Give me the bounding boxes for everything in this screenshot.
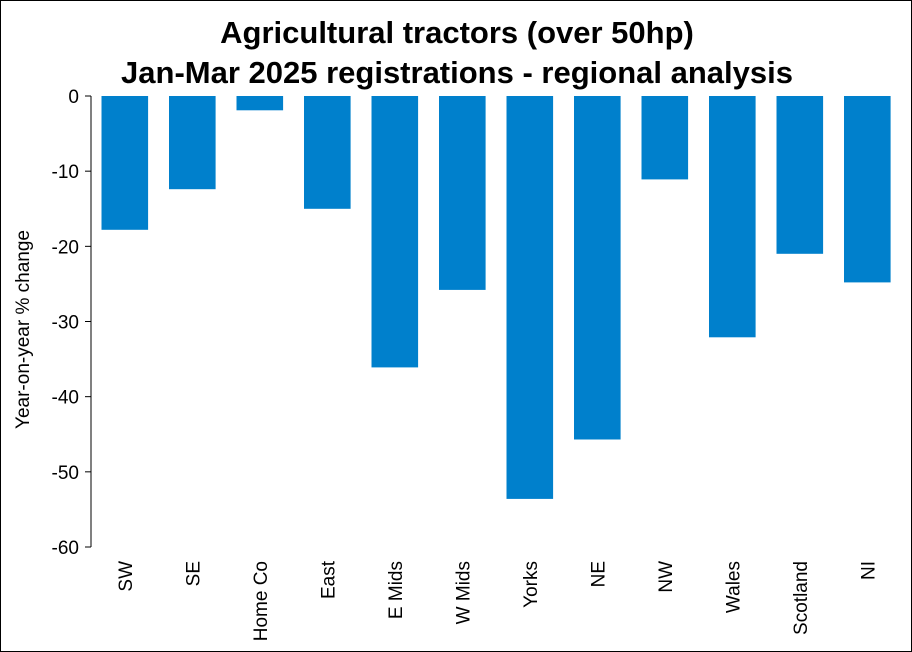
y-tick-label: -50 — [52, 463, 79, 484]
y-tick-label: -10 — [52, 162, 79, 183]
y-tick-label: -60 — [52, 538, 79, 559]
y-tick-label: -30 — [52, 313, 79, 334]
chart-title: Agricultural tractors (over 50hp) Jan-Ma… — [41, 13, 873, 93]
bar-se — [169, 96, 216, 190]
bar-home-co — [236, 96, 284, 111]
bar-scotland — [776, 96, 824, 254]
y-axis-title: Year-on-year % change — [13, 230, 34, 429]
category-label: East — [318, 560, 339, 599]
bar-sw — [101, 96, 149, 230]
bar-yorks — [506, 96, 554, 499]
category-label: W Mids — [453, 561, 474, 624]
y-tick-label: -20 — [52, 237, 79, 258]
chart-title-line-2: Jan-Mar 2025 registrations - regional an… — [121, 55, 793, 90]
category-label: Wales — [723, 561, 744, 613]
chart-title-line-1: Agricultural tractors (over 50hp) — [220, 15, 694, 50]
bar-e-mids — [371, 96, 419, 368]
y-tick-label: 0 — [68, 87, 79, 108]
bar-ni — [844, 96, 891, 283]
bar-east — [304, 96, 351, 209]
category-label: NW — [656, 561, 677, 593]
bar-wales — [709, 96, 756, 338]
category-label: NI — [858, 561, 879, 580]
category-label: Home Co — [251, 561, 272, 641]
category-label: SW — [116, 561, 137, 592]
category-label: Scotland — [791, 561, 812, 635]
category-label: NE — [588, 561, 609, 587]
category-label: SE — [183, 561, 204, 586]
bar-nw — [641, 96, 689, 180]
bar-ne — [574, 96, 621, 440]
bar-w-mids — [439, 96, 486, 290]
y-tick-label: -40 — [52, 388, 79, 409]
category-label: E Mids — [386, 561, 407, 619]
category-label: Yorks — [521, 561, 542, 608]
